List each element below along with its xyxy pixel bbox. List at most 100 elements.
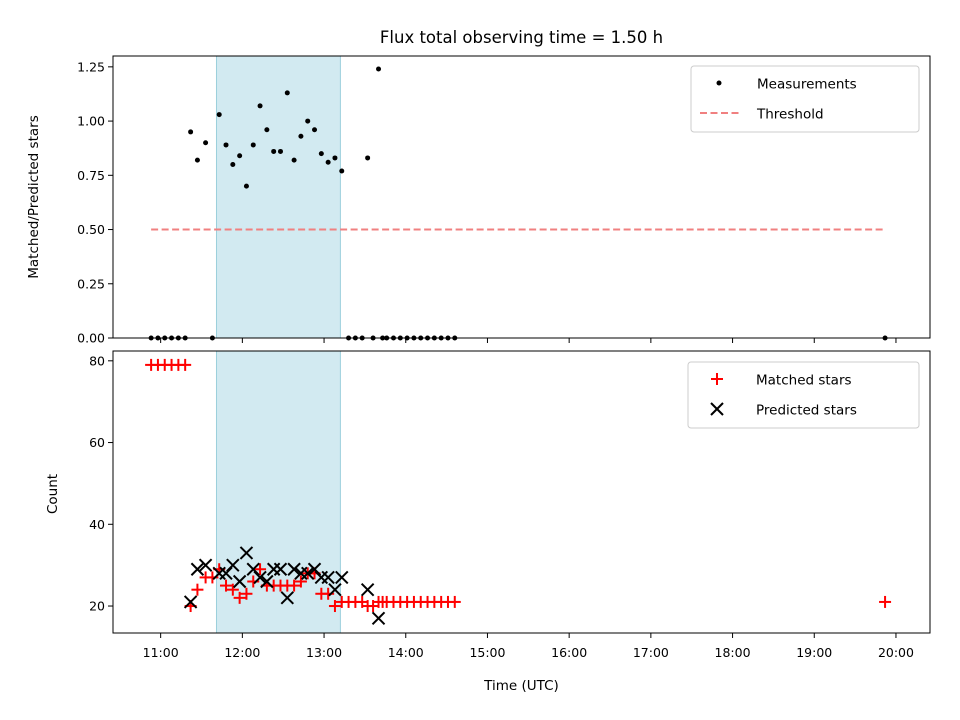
measurement-point	[271, 148, 277, 154]
predicted-star-point	[260, 574, 274, 589]
legend-matched-marker	[711, 373, 723, 385]
predicted-star-stroke-b	[335, 570, 349, 585]
matched-star-point	[448, 595, 461, 608]
legend-matched-label: Matched stars	[756, 373, 852, 389]
top-shaded-span	[215, 55, 341, 339]
measurement-point	[291, 157, 297, 163]
predicted-star-point	[232, 574, 247, 589]
x-tick-label: 16:00	[551, 645, 587, 660]
predicted-star-point	[226, 558, 240, 572]
legend-threshold-label: Threshold	[756, 107, 824, 123]
predicted-star-point	[273, 562, 288, 576]
predicted-star-stroke-b	[260, 574, 274, 589]
bottom-y-axis-label: Count	[45, 474, 61, 514]
top-y-tick-label: 1.25	[77, 59, 105, 74]
measurement-point	[264, 127, 270, 133]
measurement-point	[243, 183, 249, 189]
top-plot-frame	[112, 55, 931, 339]
x-tick-label: 13:00	[306, 645, 342, 660]
predicted-star-point	[239, 546, 254, 560]
top-panel: 0.00 0.25 0.50 0.75 1.00 1.25 Matched/Predict…	[26, 55, 931, 346]
predicted-star-point	[183, 595, 198, 609]
measurement-points	[148, 66, 888, 341]
bottom-y-tick-label: 60	[89, 435, 105, 450]
predicted-star-stroke-b	[190, 562, 205, 576]
measurement-point	[298, 133, 304, 139]
matched-star-point	[288, 579, 301, 592]
matched-star-point	[226, 583, 239, 596]
predicted-star-stroke-b	[253, 570, 267, 585]
predicted-star-stroke-b	[328, 582, 342, 597]
legend-measurements-label: Measurements	[757, 77, 857, 93]
matched-star-point	[179, 358, 192, 371]
predicted-star-stroke-b	[287, 562, 301, 576]
predicted-stars-points	[183, 546, 386, 625]
predicted-star-stroke-b	[226, 558, 240, 572]
x-axis-label: Time (UTC)	[483, 678, 559, 694]
measurement-point	[312, 127, 318, 133]
measurement-point	[376, 66, 382, 72]
predicted-star-point	[190, 562, 205, 576]
legend-predicted-marker	[710, 402, 724, 416]
top-y-tick-label: 0.75	[77, 168, 105, 183]
top-y-ticks: 0.00 0.25 0.50 0.75 1.00 1.25	[77, 59, 113, 346]
legend-measurement-marker	[716, 80, 722, 86]
bottom-x-ticks: 11:00 12:00 13:00 14:00 15:00 16:00 17:00 18:00…	[143, 633, 914, 660]
predicted-star-point	[321, 570, 335, 585]
top-y-axis-label: Matched/Predicted stars	[26, 115, 42, 278]
bottom-legend: Matched stars Predicted stars	[687, 361, 920, 429]
predicted-star-stroke-b	[307, 562, 322, 576]
bottom-y-tick-label: 80	[89, 353, 105, 368]
predicted-star-stroke-b	[280, 591, 295, 605]
matched-star-point	[294, 575, 307, 588]
measurement-point	[194, 157, 200, 163]
predicted-star-stroke-b	[301, 566, 315, 581]
x-tick-label: 11:00	[143, 645, 179, 660]
x-tick-label: 20:00	[878, 645, 914, 660]
predicted-star-stroke-b	[371, 611, 386, 625]
top-legend: Measurements Threshold	[690, 65, 920, 133]
predicted-star-point	[328, 582, 342, 597]
x-tick-label: 17:00	[633, 645, 669, 660]
x-tick-label: 18:00	[715, 645, 751, 660]
predicted-star-stroke-b	[232, 574, 247, 589]
measurement-point	[188, 129, 194, 135]
matched-star-point	[879, 595, 892, 608]
predicted-star-point	[335, 570, 349, 585]
predicted-star-stroke-b	[321, 570, 335, 585]
predicted-star-point	[287, 562, 301, 576]
top-y-tick-label: 1.00	[77, 114, 105, 129]
measurement-point	[339, 168, 345, 174]
predicted-star-stroke-b	[198, 558, 213, 572]
matched-star-point	[220, 579, 233, 592]
top-y-tick-label: 0.00	[77, 331, 105, 346]
predicted-star-point	[280, 591, 295, 605]
measurement-point	[216, 112, 222, 118]
predicted-star-stroke-b	[246, 562, 260, 576]
x-tick-label: 19:00	[796, 645, 832, 660]
bottom-y-ticks: 20 40 60 80	[89, 353, 113, 614]
matched-star-point	[240, 587, 253, 600]
predicted-star-stroke-b	[360, 582, 375, 597]
top-y-tick-label: 0.25	[77, 276, 105, 291]
measurement-point	[257, 103, 263, 109]
matched-star-point	[254, 563, 267, 576]
measurement-point	[230, 161, 236, 167]
measurement-point	[277, 148, 283, 154]
legend-predicted-label: Predicted stars	[756, 403, 857, 419]
predicted-star-point	[371, 611, 386, 625]
measurement-point	[237, 153, 243, 159]
predicted-star-stroke-b	[239, 546, 254, 560]
predicted-star-point	[301, 566, 315, 581]
measurement-point	[318, 151, 324, 157]
predicted-star-point	[360, 582, 375, 597]
measurement-point	[223, 142, 229, 148]
top-y-tick-label: 0.50	[77, 222, 105, 237]
measurement-point	[325, 159, 331, 165]
predicted-star-stroke-b	[273, 562, 288, 576]
matched-star-point	[233, 591, 246, 604]
predicted-star-point	[253, 570, 267, 585]
measurement-point	[203, 140, 209, 146]
chart-title: Flux total observing time = 1.50 h	[380, 28, 663, 47]
